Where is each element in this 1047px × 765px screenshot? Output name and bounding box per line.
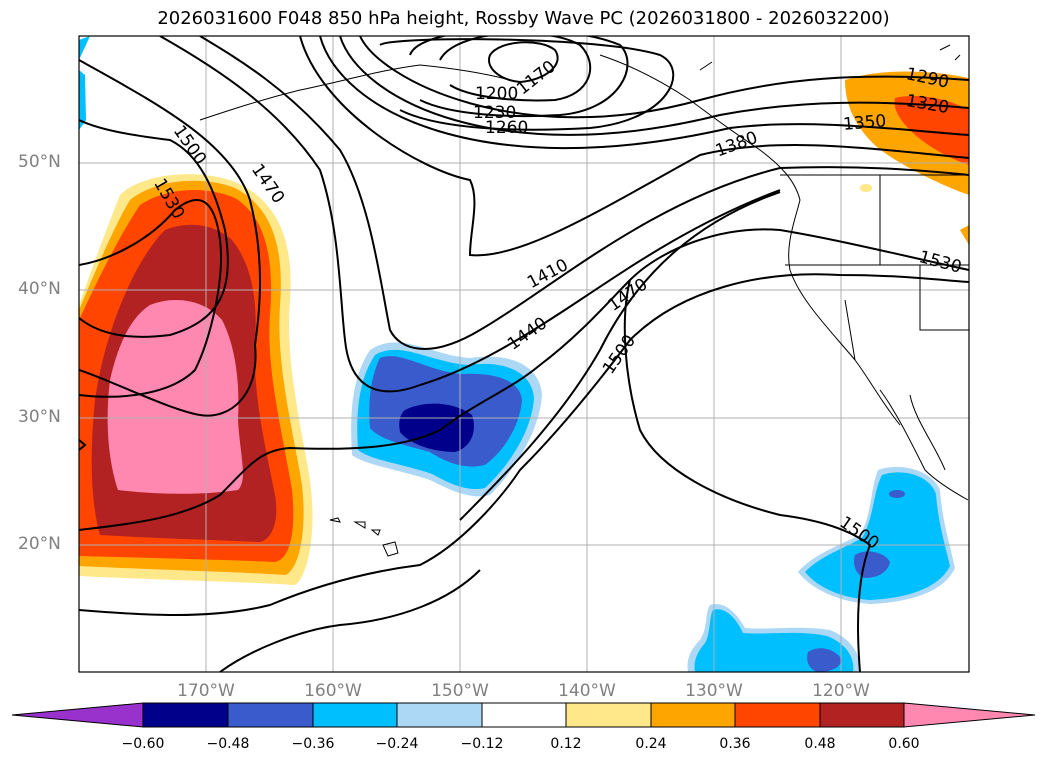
colorbar-bin (142, 702, 229, 728)
colorbar-label: −0.60 (121, 736, 165, 752)
map-border (78, 35, 970, 673)
colorbar-bin (396, 702, 483, 728)
colorbar-label: 0.60 (888, 736, 920, 752)
colorbar-label: 0.48 (804, 736, 836, 752)
colorbar-bin (819, 702, 905, 728)
contour-1500 (79, 119, 969, 672)
colorbar-label: 0.36 (719, 736, 751, 752)
colorbar-bin (734, 702, 821, 728)
contour-1410 (199, 36, 969, 350)
colorbar-extend-high (903, 702, 1036, 728)
colorbar-extend-low (11, 702, 144, 728)
colorbar-bin (650, 702, 736, 728)
colorbar-bin (565, 702, 652, 728)
lon-tick-label: 150°W (431, 681, 489, 701)
lon-tick-label: 160°W (304, 681, 362, 701)
lat-tick-label: 40°N (18, 279, 61, 299)
lon-tick-label: 120°W (812, 681, 870, 701)
contour-1200 (439, 36, 592, 102)
map-plot-area: 1170 1200 1230 1260 1290 1320 1350 1380 … (79, 36, 969, 672)
colorbar-label: −0.48 (206, 736, 250, 752)
lat-tick-label: 20°N (18, 534, 61, 554)
colorbar-label: 0.24 (635, 736, 667, 752)
colorbar-label: −0.24 (375, 736, 419, 752)
contour-1170 (488, 41, 559, 84)
contour-1440 (159, 36, 781, 393)
negative-anomaly-central (351, 342, 542, 497)
contour-label: 1230 (473, 103, 516, 123)
colorbar-label: 0.12 (550, 736, 582, 752)
colorbar-bin (312, 702, 398, 728)
negative-anomaly-southeast (687, 466, 955, 672)
colorbar-bin (481, 702, 567, 728)
colorbar (11, 702, 1036, 728)
map-title: 2026031600 F048 850 hPa height, Rossby W… (157, 8, 890, 29)
colorbar-label: −0.12 (460, 736, 504, 752)
contour-1320 (339, 36, 969, 136)
lon-tick-label: 130°W (685, 681, 743, 701)
contour-1530 (79, 199, 969, 616)
contour-label: 1200 (475, 84, 518, 104)
hawaii-islands (329, 517, 399, 557)
contour-1380 (299, 36, 969, 257)
colorbar-bin (227, 702, 314, 728)
lat-tick-label: 30°N (18, 407, 61, 427)
contour-label: 1350 (842, 111, 887, 135)
coastlines (199, 44, 969, 501)
contour-1230 (409, 36, 629, 118)
colorbar-label: −0.36 (291, 736, 335, 752)
contour-1350 (319, 36, 969, 150)
positive-anomaly-west (79, 174, 313, 585)
contour-label: 1260 (485, 118, 528, 138)
contour-1470 (79, 59, 781, 521)
lon-tick-label: 170°W (177, 681, 235, 701)
height-contours (79, 36, 969, 672)
contour-1290 (359, 36, 969, 119)
lat-tick-label: 50°N (18, 152, 61, 172)
lon-tick-label: 140°W (558, 681, 616, 701)
